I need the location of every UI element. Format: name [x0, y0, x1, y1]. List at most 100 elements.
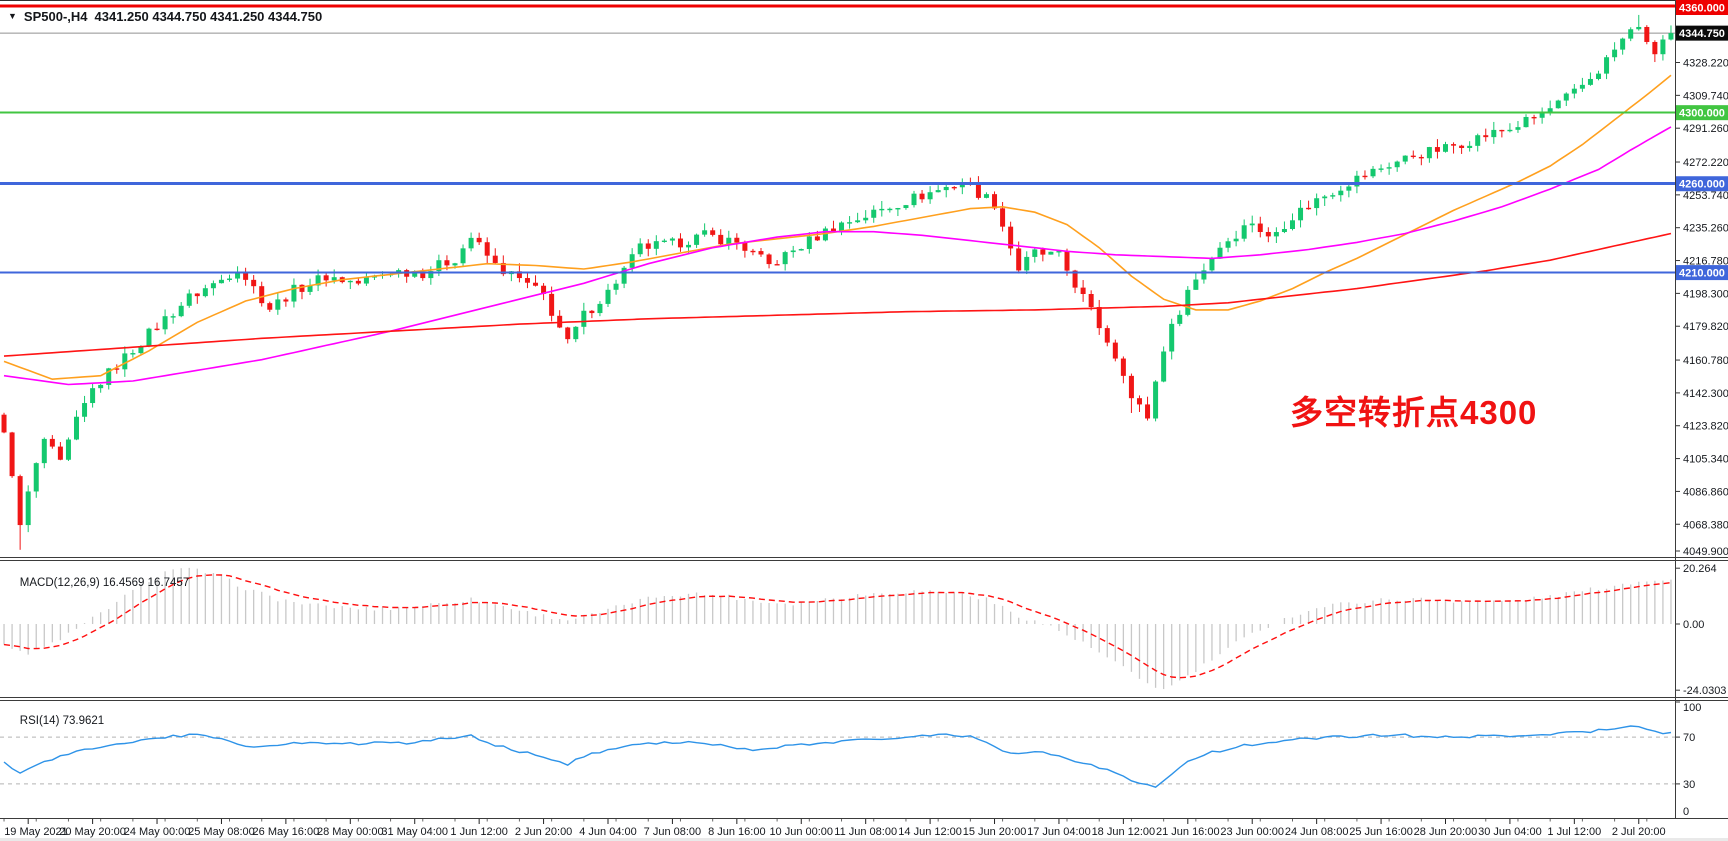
macd-axis-label: -24.0303 [1683, 685, 1726, 697]
chart-text-annotation[interactable]: 多空转折点4300 [1290, 394, 1538, 431]
candle-body [299, 284, 305, 292]
candle-body [1547, 108, 1553, 114]
candle-body [1217, 247, 1223, 259]
time-axis-label: 30 Jun 04:00 [1478, 826, 1542, 838]
panel-separator[interactable] [0, 700, 1728, 701]
candle-body [1410, 155, 1416, 158]
candle-body [774, 264, 780, 266]
candle-body [98, 384, 104, 389]
candle-body [613, 283, 619, 290]
candle-body [903, 205, 909, 209]
candle-body [1434, 147, 1440, 152]
price-axis-label: 4068.380 [1683, 519, 1728, 531]
macd-axis-label: 0.00 [1683, 619, 1704, 631]
time-axis-label: 17 Jun 04:00 [1027, 826, 1091, 838]
candle-body [653, 241, 659, 249]
price-badge-label: 4210.000 [1679, 268, 1725, 280]
candle-body [460, 248, 466, 264]
candle-body [74, 416, 80, 440]
candle-body [1298, 207, 1304, 221]
candle-body [436, 260, 442, 272]
macd-indicator-panel[interactable]: 20.264 0.00 -24.0303 [0, 561, 1728, 697]
candle-body [186, 293, 192, 306]
rsi-name: RSI(14) [19, 715, 60, 727]
candle-body [1314, 198, 1320, 209]
candle-body [1169, 323, 1175, 352]
candle-body [927, 192, 933, 200]
candle-body [420, 272, 426, 279]
candle-body [677, 238, 683, 248]
macd-signal-value: 16.7457 [147, 577, 190, 589]
price-badge [1676, 0, 1728, 15]
time-axis-label: 2 Jul 20:00 [1612, 826, 1666, 838]
candle-body [581, 310, 587, 327]
candle-body [452, 263, 458, 266]
candle-body [1346, 186, 1352, 191]
rsi-indicator-panel[interactable]: 100 70 30 0 [0, 701, 1728, 818]
candle-body [758, 251, 764, 255]
candle-body [975, 184, 981, 198]
candle-body [1442, 144, 1448, 152]
candle-body [871, 209, 877, 218]
collapse-chart-icon[interactable]: ▼ [8, 10, 17, 21]
candle-body [1394, 161, 1400, 168]
rsi-value: 73.9621 [62, 715, 105, 727]
time-axis-label: 15 Jun 20:00 [963, 826, 1027, 838]
candle-body [154, 328, 160, 331]
candle-body [621, 267, 627, 284]
panel-separator[interactable] [0, 560, 1728, 561]
panel-separator[interactable] [0, 557, 1728, 558]
time-axis-label: 28 May 00:00 [317, 826, 384, 838]
time-axis-label: 1 Jul 12:00 [1547, 826, 1601, 838]
time-axis-label: 24 Jun 08:00 [1285, 826, 1349, 838]
candle-body [702, 230, 708, 235]
price-badge [1676, 265, 1728, 281]
time-axis-label: 11 Jun 08:00 [834, 826, 897, 838]
candle-body [275, 299, 281, 310]
candle-body [1362, 175, 1368, 178]
candle-body [959, 183, 965, 188]
candle-body [1112, 342, 1118, 359]
price-axis-label: 4309.740 [1683, 90, 1728, 102]
price-axis-label: 4198.300 [1683, 288, 1728, 300]
candle-body [766, 254, 772, 265]
candle-body [879, 208, 885, 211]
candle-body [178, 305, 184, 317]
candle-body [798, 249, 804, 251]
price-axis-label: 4291.260 [1683, 123, 1728, 135]
candle-body [1072, 270, 1078, 288]
panel-separator[interactable] [0, 697, 1728, 698]
candle-body [1539, 113, 1545, 118]
candle-body [1515, 127, 1521, 130]
candle-body [1000, 208, 1006, 227]
candle-body [106, 368, 112, 385]
candle-body [291, 284, 297, 302]
candle-body [1016, 248, 1022, 271]
candle-body [315, 275, 321, 286]
time-axis-label: 7 Jun 08:00 [644, 826, 702, 838]
candle-body [1386, 167, 1392, 169]
candle-body [1201, 270, 1207, 280]
candle-body [1563, 93, 1569, 101]
candle-body [516, 271, 522, 279]
price-axis-label: 4328.220 [1683, 58, 1728, 70]
candle-body [1507, 129, 1513, 132]
main-chart-panel[interactable]: 4328.220 4309.740 4291.260 4272.220 4253.740… [0, 0, 1728, 561]
candle-body [468, 237, 474, 249]
price-axis-label: 4216.780 [1683, 256, 1728, 268]
candle-body [694, 234, 700, 245]
candle-body [637, 243, 643, 255]
rsi-axis-label: 70 [1683, 732, 1695, 744]
candle-body [806, 236, 812, 250]
candle-body [573, 326, 579, 340]
candle-body [1628, 29, 1634, 39]
candle-body [589, 310, 595, 314]
candle-body [943, 186, 949, 191]
candle-body [25, 491, 31, 526]
macd-main-value: 16.4569 [102, 577, 145, 589]
candle-body [323, 275, 329, 281]
candle-body [65, 439, 71, 460]
candle-body [1056, 251, 1062, 253]
candle-body [49, 438, 55, 447]
